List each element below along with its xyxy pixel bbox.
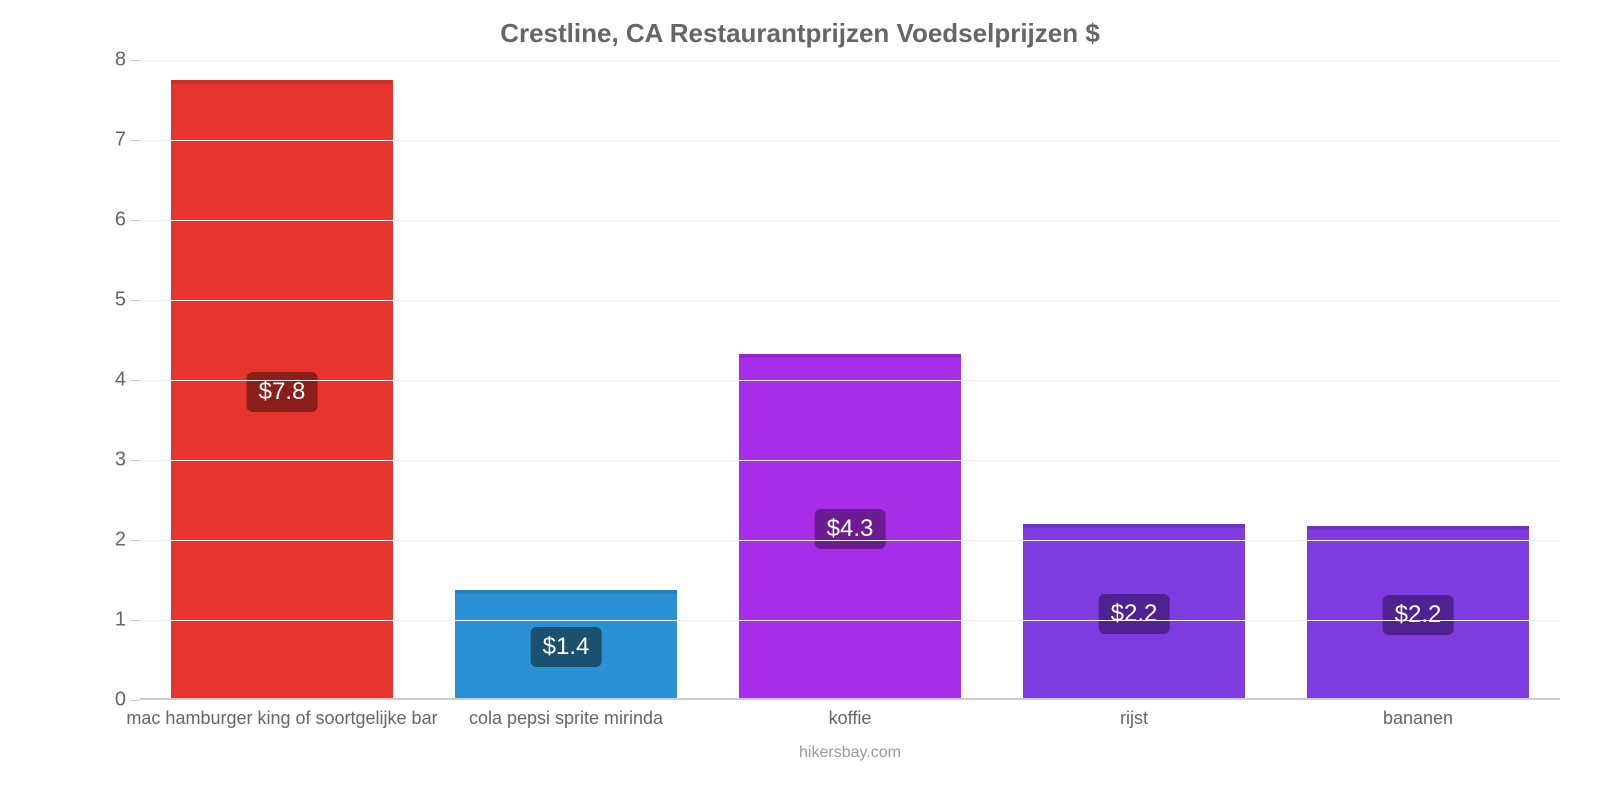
grid-line <box>140 620 1560 621</box>
grid-line <box>140 380 1560 381</box>
y-axis-label: 5 <box>115 289 140 312</box>
y-axis-label: 6 <box>115 209 140 232</box>
grid-line <box>140 540 1560 541</box>
value-badge: $4.3 <box>815 509 886 549</box>
x-axis-label: mac hamburger king of soortgelijke bar <box>126 708 437 729</box>
x-axis-label: cola pepsi sprite mirinda <box>469 708 663 729</box>
grid-line <box>140 460 1560 461</box>
bar-top-edge <box>1307 526 1529 530</box>
bar-top-edge <box>171 80 393 84</box>
bar: $1.4 <box>455 590 677 700</box>
grid-line <box>140 220 1560 221</box>
attribution: hikersbay.com <box>799 744 901 762</box>
grid-line <box>140 60 1560 61</box>
bar: $7.8 <box>171 80 393 700</box>
value-badge: $7.8 <box>247 372 318 412</box>
x-axis <box>140 698 1560 700</box>
bar-chart: Crestline, CA Restaurantprijzen Voedselp… <box>0 0 1600 800</box>
bar-top-edge <box>1023 524 1245 528</box>
chart-title: Crestline, CA Restaurantprijzen Voedselp… <box>0 0 1600 49</box>
bar: $2.2 <box>1023 524 1245 700</box>
y-axis-label: 1 <box>115 609 140 632</box>
grid-line <box>140 140 1560 141</box>
bar: $4.3 <box>739 354 961 700</box>
x-axis-label: rijst <box>1120 708 1148 729</box>
x-axis-label: koffie <box>829 708 872 729</box>
value-badge: $1.4 <box>531 627 602 667</box>
plot-area: $7.8$1.4$4.3$2.2$2.2 hikersbay.com 01234… <box>140 60 1560 700</box>
y-axis-label: 7 <box>115 129 140 152</box>
y-axis-label: 3 <box>115 449 140 472</box>
x-axis-label: bananen <box>1383 708 1453 729</box>
bar-top-edge <box>455 590 677 594</box>
grid-line <box>140 300 1560 301</box>
y-axis-label: 4 <box>115 369 140 392</box>
bar-top-edge <box>739 354 961 358</box>
value-badge: $2.2 <box>1099 594 1170 634</box>
y-axis-label: 8 <box>115 49 140 72</box>
value-badge: $2.2 <box>1383 595 1454 635</box>
bar: $2.2 <box>1307 526 1529 700</box>
y-axis-label: 2 <box>115 529 140 552</box>
